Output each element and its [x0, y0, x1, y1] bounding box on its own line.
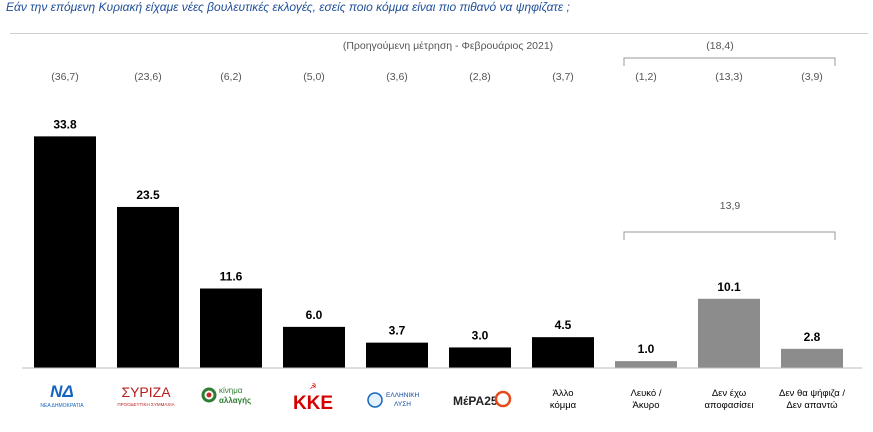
category-label: Άκυρο — [633, 400, 660, 411]
kinal-logo-text-1: κίνημα — [219, 386, 243, 395]
nd-logo-subtext: ΝΕΑ ΔΗΜΟΚΡΑΤΙΑ — [40, 403, 84, 409]
group-previous-total: (18,4) — [706, 40, 733, 52]
elliniki-lysi-text-1: ΕΛΛΗΝΙΚΗ — [386, 392, 420, 399]
bar — [34, 136, 96, 368]
value-label: 6.0 — [306, 308, 323, 322]
bar — [781, 348, 843, 368]
bar — [532, 337, 594, 368]
kke-hammer-sickle-icon: ☭ — [309, 382, 316, 391]
value-label: 11.6 — [220, 270, 243, 284]
kinal-logo: κίνημα αλλαγής — [201, 386, 251, 405]
category-label: Λευκό / — [631, 388, 662, 399]
syriza-logo: ΣΥΡΙΖΑ ΠΡΟΟΔΕΥΤΙΚΗ ΣΥΜΜΑΧΙΑ — [117, 384, 174, 407]
group-previous-bracket — [623, 57, 836, 66]
bar — [449, 347, 511, 368]
value-label: 10.1 — [717, 280, 741, 294]
previous-value-label: (3,7) — [552, 71, 574, 83]
previous-measurement-label: (Προηγούμενη μέτρηση - Φεβρουάριος 2021) — [343, 40, 553, 52]
previous-value-label: (6,2) — [220, 71, 242, 83]
previous-value-label: (5,0) — [303, 71, 325, 83]
chart-title: Εάν την επόμενη Κυριακή είχαμε νέες βουλ… — [6, 0, 570, 14]
category-label: Άλλο — [553, 388, 574, 399]
mera25-logo: ΜέΡΑ25 — [453, 390, 512, 408]
nd-logo-text: ΝΔ — [50, 382, 74, 401]
kke-logo-text: ΚΚΕ — [293, 393, 333, 414]
previous-value-label: (36,7) — [51, 71, 78, 83]
value-label: 33.8 — [53, 117, 77, 131]
value-label: 1.0 — [638, 342, 655, 356]
bar — [283, 326, 345, 368]
previous-value-label: (1,2) — [635, 71, 657, 83]
elliniki-lysi-emblem — [367, 392, 383, 408]
kke-logo: ΚΚΕ ☭ — [293, 382, 333, 414]
elliniki-lysi-logo: ΕΛΛΗΝΙΚΗ ΛΥΣΗ — [367, 392, 420, 408]
kinal-logo-emblem — [201, 387, 217, 403]
group-total-bracket — [623, 231, 836, 240]
value-label: 3.0 — [472, 328, 489, 342]
kinal-logo-text-2: αλλαγής — [219, 396, 251, 405]
bar — [117, 206, 179, 368]
category-label: Δεν έχω — [712, 388, 747, 399]
previous-value-label: (13,3) — [715, 71, 742, 83]
category-label: αποφασίσει — [704, 400, 753, 411]
value-label: 3.7 — [389, 324, 406, 338]
bar — [615, 361, 677, 368]
bar — [200, 288, 262, 368]
previous-value-label: (3,9) — [801, 71, 823, 83]
nd-logo: ΝΔ ΝΕΑ ΔΗΜΟΚΡΑΤΙΑ — [40, 382, 84, 409]
category-label: Δεν θα ψήφιζα / — [779, 388, 845, 399]
previous-value-label: (23,6) — [134, 71, 161, 83]
syriza-logo-text: ΣΥΡΙΖΑ — [121, 384, 171, 400]
kinal-logo-emblem-dot — [206, 392, 212, 398]
value-label: 2.8 — [804, 330, 821, 344]
bar — [698, 298, 760, 368]
mera25-logo-emblem — [494, 390, 512, 408]
previous-value-label: (2,8) — [469, 71, 491, 83]
category-label: κόμμα — [550, 400, 577, 411]
value-label: 4.5 — [555, 318, 572, 332]
chart-frame — [10, 33, 868, 427]
group-total-label: 13,9 — [720, 200, 741, 212]
category-label: Δεν απαντώ — [786, 400, 838, 411]
mera25-logo-text: ΜέΡΑ25 — [453, 394, 498, 408]
previous-value-label: (3,6) — [386, 71, 408, 83]
value-label: 23.5 — [136, 188, 160, 202]
bar — [366, 342, 428, 368]
syriza-logo-subtext: ΠΡΟΟΔΕΥΤΙΚΗ ΣΥΜΜΑΧΙΑ — [117, 402, 174, 407]
elliniki-lysi-text-2: ΛΥΣΗ — [394, 401, 411, 408]
